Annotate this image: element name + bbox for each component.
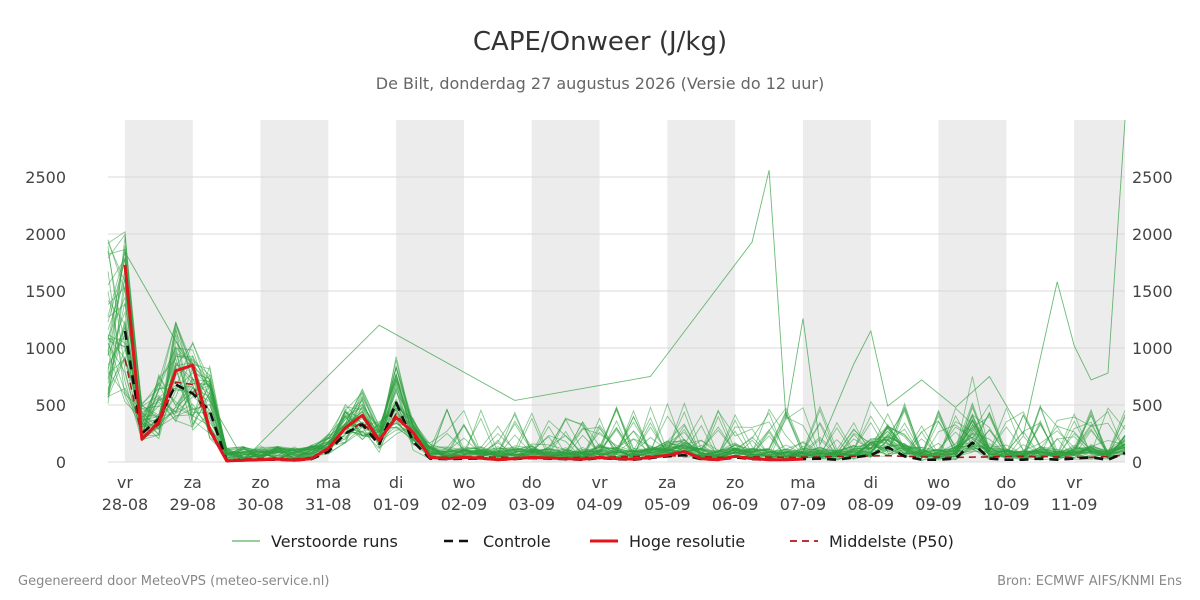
- x-tick-day: ma: [316, 473, 341, 492]
- x-tick-date: 03-09: [509, 495, 556, 514]
- y-tick-label-right: 0: [1132, 453, 1142, 472]
- y-tick-label-left: 0: [56, 453, 66, 472]
- x-tick-date: 05-09: [644, 495, 691, 514]
- x-tick-date: 01-09: [373, 495, 420, 514]
- ensemble-member-line: [107, 334, 1126, 460]
- legend: Verstoorde runs Controle Hoge resolutie Mid…: [232, 532, 954, 551]
- gridlines: [108, 176, 1125, 463]
- hires-line: [123, 264, 804, 463]
- y-tick-label-left: 500: [35, 396, 66, 415]
- x-tick-day: vr: [117, 473, 133, 492]
- x-tick-date: 02-09: [441, 495, 488, 514]
- x-tick-date: 30-08: [237, 495, 284, 514]
- ensemble-outlier-line: [124, 119, 1126, 461]
- x-tick-day: wo: [927, 473, 950, 492]
- x-tick-date: 28-08: [102, 495, 149, 514]
- x-tick-date: 10-09: [983, 495, 1030, 514]
- x-tick-day: za: [184, 473, 202, 492]
- footer-source-right: Bron: ECMWF AIFS/KNMI Ens: [997, 574, 1182, 589]
- y-tick-label-right: 2000: [1132, 225, 1173, 244]
- footer-source-left: Gegenereerd door MeteoVPS (meteo-service…: [18, 574, 329, 589]
- x-tick-day: zo: [251, 473, 269, 492]
- chart-subtitle: De Bilt, donderdag 27 augustus 2026 (Ver…: [376, 74, 824, 93]
- x-tick-date: 11-09: [1051, 495, 1098, 514]
- legend-hires-label: Hoge resolutie: [629, 532, 745, 551]
- ensemble-lines: [107, 119, 1126, 462]
- x-tick-day: do: [996, 473, 1016, 492]
- legend-median-label: Middelste (P50): [829, 532, 954, 551]
- chart-title: CAPE/Onweer (J/kg): [473, 27, 727, 57]
- x-tick-day: ma: [790, 473, 815, 492]
- x-tick-day: zo: [726, 473, 744, 492]
- main-series: [123, 264, 1126, 463]
- ensemble-member-line: [107, 326, 1126, 461]
- x-tick-date: 08-09: [848, 495, 895, 514]
- y-tick-label-right: 2500: [1132, 168, 1173, 187]
- y-tick-label-left: 1500: [25, 282, 66, 301]
- y-tick-label-left: 1000: [25, 339, 66, 358]
- x-tick-date: 06-09: [712, 495, 759, 514]
- x-axis-ticks: vr 28-08 za 29-08 zo 30-08 ma 31-08 di 01-09 wo 02-…: [102, 473, 1098, 514]
- y-tick-label-right: 1000: [1132, 339, 1173, 358]
- x-tick-day: vr: [592, 473, 608, 492]
- x-tick-day: wo: [453, 473, 476, 492]
- x-tick-date: 04-09: [576, 495, 623, 514]
- x-tick-day: di: [389, 473, 404, 492]
- x-tick-date: 29-08: [170, 495, 217, 514]
- x-tick-date: 31-08: [305, 495, 352, 514]
- y-tick-label-left: 2000: [25, 225, 66, 244]
- x-tick-date: 09-09: [915, 495, 962, 514]
- y-tick-label-right: 500: [1132, 396, 1163, 415]
- y-tick-label-right: 1500: [1132, 282, 1173, 301]
- x-tick-day: za: [658, 473, 676, 492]
- x-tick-day: do: [522, 473, 542, 492]
- x-tick-day: vr: [1066, 473, 1082, 492]
- x-tick-day: di: [863, 473, 878, 492]
- y-axis-ticks: 0 0 500 500 1000 1000 1500 1500 2000 2000 2500 2500: [25, 168, 1172, 472]
- y-tick-label-left: 2500: [25, 168, 66, 187]
- x-tick-date: 07-09: [780, 495, 827, 514]
- legend-control-label: Controle: [483, 532, 551, 551]
- legend-ensemble-label: Verstoorde runs: [271, 532, 398, 551]
